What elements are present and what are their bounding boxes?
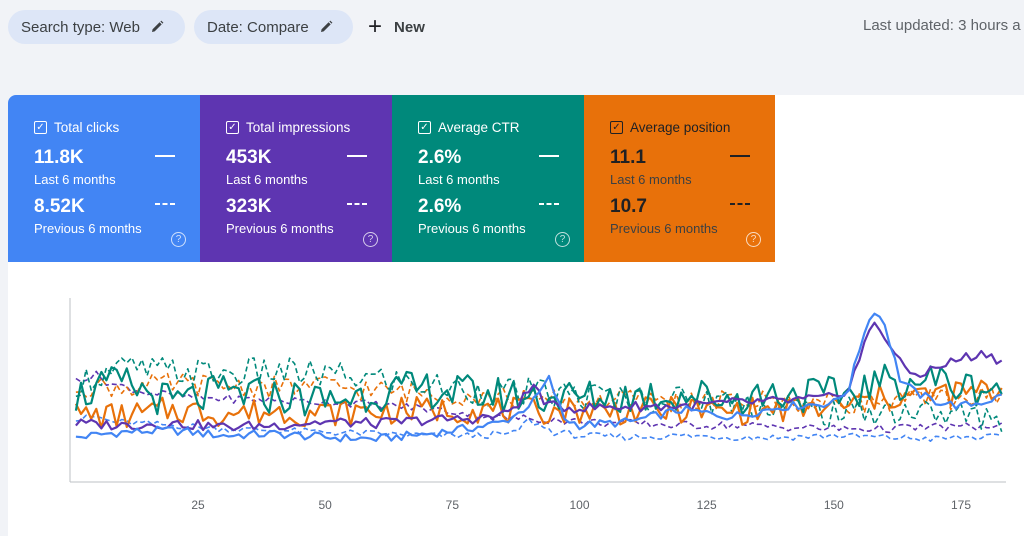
series-line-clicks-previous (75, 414, 1002, 442)
solid-line-icon (347, 155, 367, 157)
help-circle-icon[interactable]: ? (746, 232, 761, 247)
metric-label-current: Last 6 months (226, 172, 308, 187)
dashed-line-icon (155, 203, 175, 205)
date-chip[interactable]: Date: Compare (194, 10, 353, 44)
x-tick-label: 25 (191, 498, 205, 512)
pencil-icon (151, 20, 164, 32)
date-label: Date: Compare (207, 18, 309, 36)
metric-title: Average position (630, 120, 731, 135)
metric-card-header: ✓ Average position (610, 120, 730, 135)
new-filter-button[interactable]: + New (368, 12, 425, 42)
metric-card-ctr[interactable]: ✓ Average CTR 2.6% Last 6 months 2.6% Pr… (392, 95, 584, 262)
metric-value-previous: 10.7 (610, 196, 647, 217)
x-tick-label: 50 (318, 498, 332, 512)
dashed-line-icon (347, 203, 367, 205)
plus-icon: + (368, 13, 383, 40)
checkbox-checked-icon[interactable]: ✓ (610, 121, 623, 134)
help-circle-icon[interactable]: ? (171, 232, 186, 247)
metric-label-current: Last 6 months (610, 172, 692, 187)
metric-card-clicks[interactable]: ✓ Total clicks 11.8K Last 6 months 8.52K… (8, 95, 200, 262)
checkbox-checked-icon[interactable]: ✓ (226, 121, 239, 134)
metric-card-header: ✓ Total clicks (34, 120, 119, 135)
x-tick-label: 175 (951, 498, 971, 512)
metric-value-current: 2.6% (418, 147, 462, 168)
toolbar: Search type: Web Date: Compare + New Las… (0, 0, 1024, 54)
metric-value-previous: 8.52K (34, 196, 85, 217)
search-type-chip[interactable]: Search type: Web (8, 10, 185, 44)
help-circle-icon[interactable]: ? (363, 232, 378, 247)
dashed-line-icon (730, 203, 750, 205)
metric-value-previous: 323K (226, 196, 272, 217)
metric-label-previous: Previous 6 months (610, 221, 718, 236)
metric-title: Total impressions (246, 120, 351, 135)
checkbox-checked-icon[interactable]: ✓ (34, 121, 47, 134)
solid-line-icon (155, 155, 175, 157)
metric-card-header: ✓ Total impressions (226, 120, 350, 135)
metric-label-previous: Previous 6 months (34, 221, 142, 236)
series-line-ctr-previous (75, 356, 1003, 433)
metric-label-previous: Previous 6 months (226, 221, 334, 236)
checkbox-checked-icon[interactable]: ✓ (418, 121, 431, 134)
pencil-icon (320, 20, 333, 32)
dashed-line-icon (539, 203, 559, 205)
last-updated-text: Last updated: 3 hours a (863, 17, 1021, 34)
metric-value-current: 453K (226, 147, 272, 168)
metric-card-position[interactable]: ✓ Average position 11.1 Last 6 months 10… (584, 95, 775, 262)
series-line-position-current (74, 379, 1003, 430)
metric-value-current: 11.8K (34, 147, 84, 168)
metric-card-impressions[interactable]: ✓ Total impressions 453K Last 6 months 3… (200, 95, 392, 262)
solid-line-icon (730, 155, 750, 157)
metric-title: Average CTR (438, 120, 520, 135)
help-circle-icon[interactable]: ? (555, 232, 570, 247)
search-type-label: Search type: Web (21, 18, 140, 36)
metric-card-header: ✓ Average CTR (418, 120, 520, 135)
x-tick-label: 75 (446, 498, 460, 512)
solid-line-icon (539, 155, 559, 157)
metric-value-previous: 2.6% (418, 196, 462, 217)
new-label: New (394, 18, 425, 36)
metric-label-previous: Previous 6 months (418, 221, 526, 236)
x-tick-label: 150 (824, 498, 844, 512)
x-tick-label: 100 (569, 498, 589, 512)
series-line-clicks-current (75, 312, 1002, 443)
metric-label-current: Last 6 months (418, 172, 500, 187)
series-line-impressions-previous (75, 370, 1003, 434)
performance-panel: ✓ Total clicks 11.8K Last 6 months 8.52K… (8, 95, 1024, 536)
metric-label-current: Last 6 months (34, 172, 116, 187)
metric-title: Total clicks (54, 120, 120, 135)
x-tick-label: 125 (697, 498, 717, 512)
metric-value-current: 11.1 (610, 147, 646, 168)
